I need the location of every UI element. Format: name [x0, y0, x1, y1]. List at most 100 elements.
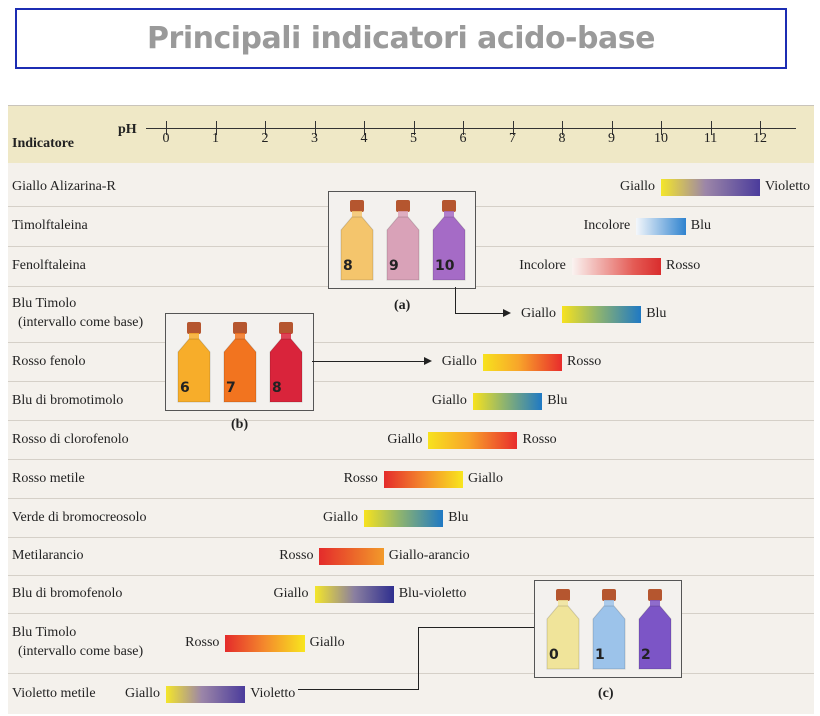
high-ph-color-label: Violetto: [765, 178, 811, 194]
ph-tick-label: 1: [212, 131, 219, 146]
indicator-name-line: Blu di bromofenolo: [12, 586, 123, 601]
ph-tick: [611, 121, 613, 135]
photo-c-caption: (c): [598, 686, 614, 701]
indicator-name-line: Blu Timolo: [12, 625, 77, 640]
low-ph-color-label: Incolore: [519, 258, 566, 273]
high-ph-color-label: Blu: [690, 218, 711, 233]
indicator-bottle: [592, 589, 626, 670]
indicator-name: Giallo Alizarina-R: [12, 177, 116, 196]
indicator-name-line: Fenolftaleina: [12, 258, 86, 273]
ph-tick: [364, 121, 365, 135]
color-range-bar: [314, 586, 394, 603]
indicator-name: Rosso di clorofenolo: [12, 430, 129, 449]
low-ph-color-label: Rosso: [343, 470, 378, 486]
bottle-ph-label: 2: [641, 647, 651, 663]
indicator-name-line: Violetto metile: [12, 685, 96, 701]
indicator-name: Blu Timolo (intervallo come base): [12, 294, 143, 332]
ph-tick-label: 5: [410, 131, 417, 146]
low-ph-color-label: Incolore: [583, 218, 631, 233]
indicator-name-line: Metilarancio: [12, 548, 84, 563]
connector-a-arrowhead: [503, 309, 511, 317]
ph-tick: [166, 121, 167, 135]
high-ph-color-label: Giallo: [468, 470, 503, 486]
high-ph-color-label: Giallo: [309, 635, 345, 650]
indicator-name-line: Timolftaleina: [12, 218, 88, 233]
indicator-bottle: [223, 322, 257, 403]
indicator-bottle: [177, 322, 211, 403]
low-ph-color-label: Giallo: [323, 509, 358, 525]
high-ph-color-label: Blu-violetto: [398, 586, 467, 601]
ph-tick-label: 9: [608, 131, 615, 146]
row-separator: [8, 381, 814, 382]
indicator-table: Indicatore pH 0 1 2 3 4 5 6 7 8 9 10 11 12 Giallo Al…: [8, 105, 814, 714]
low-ph-color-label: Rosso: [185, 635, 220, 650]
indicator-name: Rosso fenolo: [12, 352, 86, 371]
low-ph-color-label: Giallo: [273, 586, 309, 601]
color-range-bar: [166, 685, 246, 703]
high-ph-color-label: Blu: [547, 392, 568, 408]
row-separator: [8, 613, 814, 614]
indicator-name: Blu di bromofenolo: [12, 584, 122, 603]
photo-a-caption: (a): [394, 298, 411, 313]
low-ph-color-label: Giallo: [431, 392, 467, 408]
ph-tick-label: 7: [509, 131, 516, 146]
indicator-bottle: [546, 589, 580, 670]
indicator-name-line: Rosso fenolo: [12, 353, 86, 369]
bottle-ph-label: 0: [549, 647, 559, 663]
ph-tick-label: 11: [703, 131, 718, 146]
ph-tick: [413, 121, 415, 135]
connector-c-vertical: [418, 627, 419, 690]
color-range-bar: [661, 178, 760, 196]
high-ph-color-label: Giallo-arancio: [388, 548, 470, 563]
indicator-column-header: Indicatore: [12, 136, 74, 151]
bottle-ph-label: 9: [389, 258, 399, 274]
color-range-bar: [225, 635, 305, 652]
indicator-name: Verde di bromocreosolo: [12, 508, 147, 527]
low-ph-color-label: Giallo: [441, 353, 477, 369]
ph-tick: [463, 121, 464, 135]
photo-b: 6 7 8: [165, 313, 314, 411]
ph-tick-label: 0: [162, 131, 170, 146]
indicator-name-line: Giallo Alizarina-R: [12, 178, 116, 194]
low-ph-color-label: Giallo: [521, 306, 556, 321]
low-ph-color-label: Giallo: [387, 431, 423, 447]
bottle-ph-label: 10: [435, 258, 455, 274]
photo-b-caption: (b): [231, 417, 249, 432]
indicator-bottle: [432, 200, 466, 281]
ph-tick: [215, 121, 217, 135]
row-separator: [8, 673, 814, 674]
photo-a: 8 9 10: [328, 191, 476, 289]
color-range-bar: [562, 306, 642, 323]
ph-tick: [760, 121, 761, 135]
ph-tick-label: 2: [261, 131, 269, 146]
indicator-bottle: [269, 322, 303, 403]
indicator-name-line: Blu di bromotimolo: [12, 392, 124, 408]
color-range-bar: [364, 509, 444, 527]
connector-b-horizontal: [312, 361, 424, 362]
photo-c: 0 1 2: [534, 580, 682, 678]
color-range-bar: [482, 353, 562, 371]
ph-tick: [710, 121, 712, 135]
ph-tick: [562, 121, 563, 135]
indicator-name: Rosso metile: [12, 469, 85, 488]
indicator-name-line: Blu Timolo: [12, 296, 77, 311]
bottle-ph-label: 6: [180, 380, 190, 396]
ph-axis-label: pH: [118, 122, 137, 137]
indicator-name: Timolftaleina: [12, 216, 88, 235]
connector-c-horizontal-high: [418, 627, 534, 628]
low-ph-color-label: Giallo: [125, 685, 160, 701]
ph-tick-label: 10: [654, 131, 668, 146]
ph-tick: [661, 121, 662, 135]
row-separator: [8, 575, 814, 576]
indicator-name-line2: (intervallo come base): [18, 644, 144, 659]
ph-tick: [512, 121, 514, 135]
ph-tick: [314, 121, 316, 135]
page-title: Principali indicatori acido-base: [147, 21, 655, 56]
indicator-name: Violetto metile: [12, 684, 96, 703]
ph-tick-label: 12: [753, 131, 767, 146]
bottle-ph-label: 7: [226, 380, 236, 396]
low-ph-color-label: Giallo: [620, 178, 655, 194]
row-separator: [8, 420, 814, 421]
low-ph-color-label: Rosso: [279, 548, 314, 563]
color-range-bar: [636, 218, 686, 235]
